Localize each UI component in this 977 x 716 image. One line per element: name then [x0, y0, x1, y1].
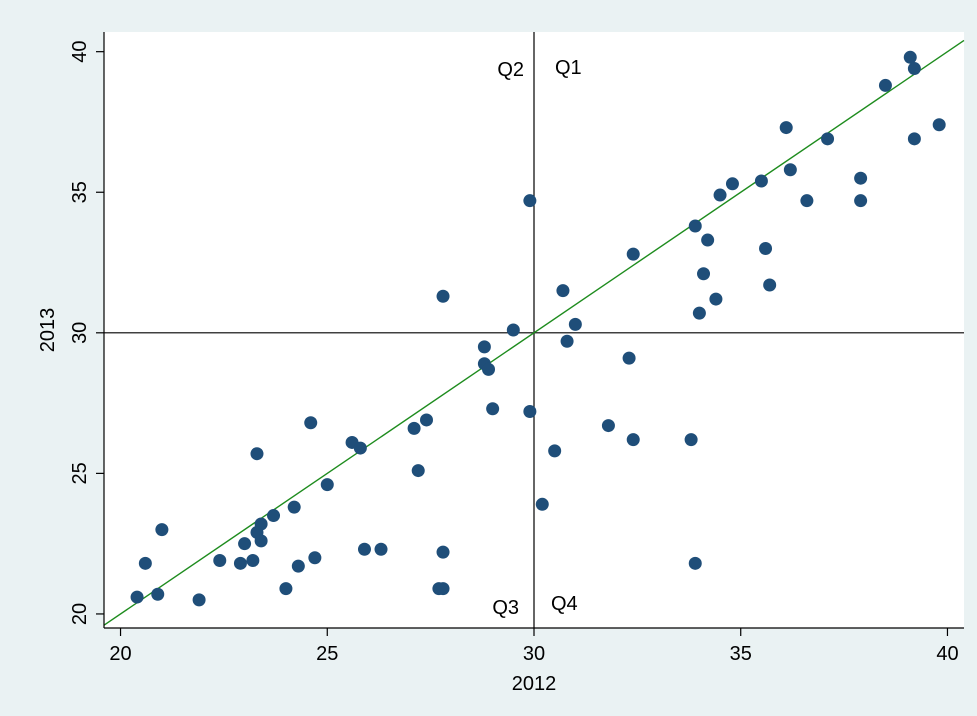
data-point-15 [279, 582, 293, 596]
data-point-38 [523, 194, 537, 208]
data-point-43 [568, 317, 582, 331]
data-point-25 [407, 421, 421, 435]
data-point-4 [155, 523, 169, 537]
y-tick-label-30: 30 [69, 322, 91, 344]
data-point-1 [130, 590, 144, 604]
quadrant-label-q1: Q1 [555, 57, 582, 79]
data-point-36 [506, 323, 520, 337]
y-axis-title: 2013 [37, 308, 59, 353]
data-point-50 [692, 306, 706, 320]
data-point-47 [626, 433, 640, 447]
x-tick-label-20: 20 [109, 643, 131, 665]
data-point-19 [308, 551, 322, 565]
data-point-20 [320, 478, 334, 492]
data-point-52 [697, 267, 711, 281]
data-point-56 [725, 177, 739, 191]
data-point-31 [436, 289, 450, 303]
y-tick-label-35: 35 [69, 181, 91, 203]
x-tick-label-25: 25 [316, 643, 338, 665]
data-point-51 [688, 556, 702, 570]
data-point-41 [556, 284, 570, 298]
data-point-37 [523, 405, 537, 419]
data-point-61 [783, 163, 797, 177]
x-axis-title: 2012 [512, 673, 557, 695]
data-point-55 [713, 188, 727, 202]
x-tick-label-40: 40 [936, 643, 958, 665]
data-point-42 [560, 334, 574, 348]
data-point-23 [357, 542, 371, 556]
y-tick-label-40: 40 [69, 41, 91, 63]
data-point-18 [304, 416, 318, 430]
data-point-48 [684, 433, 698, 447]
data-point-44 [601, 419, 615, 433]
data-point-22 [353, 441, 367, 455]
data-point-6 [213, 554, 227, 568]
data-point-26 [411, 464, 425, 478]
quadrant-label-q4: Q4 [551, 593, 578, 615]
data-point-9 [246, 554, 260, 568]
data-point-70 [932, 118, 946, 132]
data-point-39 [535, 497, 549, 511]
quadrant-labels: Q2 Q1 Q3 Q4 [492, 57, 581, 619]
data-point-69 [907, 132, 921, 146]
data-point-14 [267, 509, 281, 523]
y-tick-label-25: 25 [69, 462, 91, 484]
fit-line-group [103, 39, 965, 626]
data-point-32 [477, 340, 491, 354]
data-point-29 [436, 582, 450, 596]
data-point-11 [254, 517, 268, 531]
quadrant-label-q3: Q3 [492, 597, 519, 619]
data-point-27 [420, 413, 433, 427]
data-point-57 [754, 174, 768, 188]
data-point-2 [138, 556, 152, 570]
data-point-5 [192, 593, 206, 607]
data-point-49 [688, 219, 702, 233]
x-tick-label-30: 30 [523, 643, 545, 665]
data-point-35 [486, 402, 500, 416]
data-point-46 [626, 247, 640, 261]
data-point-66 [878, 78, 892, 92]
data-point-17 [291, 559, 305, 573]
data-point-68 [907, 62, 921, 76]
data-point-58 [759, 241, 773, 255]
data-point-60 [779, 121, 793, 135]
fit-line [103, 39, 965, 626]
data-point-53 [701, 233, 715, 247]
quadrant-label-q2: Q2 [497, 59, 524, 81]
data-point-7 [233, 556, 247, 570]
y-tick-label-20: 20 [69, 603, 91, 625]
data-point-40 [548, 444, 562, 458]
data-point-59 [763, 278, 777, 292]
data-point-13 [250, 447, 264, 461]
data-point-45 [622, 351, 636, 365]
data-point-16 [287, 500, 301, 514]
data-point-3 [151, 587, 165, 601]
data-point-63 [821, 132, 835, 146]
axes: 20 25 30 35 40 20 25 30 35 40 [69, 32, 964, 665]
data-point-12 [254, 534, 268, 548]
data-point-62 [800, 194, 814, 208]
data-point-8 [238, 537, 252, 551]
data-point-30 [436, 545, 450, 559]
data-points [130, 50, 946, 607]
data-point-65 [854, 194, 868, 208]
data-point-54 [709, 292, 723, 306]
data-point-67 [903, 50, 917, 64]
data-point-64 [854, 171, 868, 185]
data-point-34 [482, 362, 496, 376]
x-tick-label-35: 35 [730, 643, 752, 665]
data-point-24 [374, 542, 388, 556]
